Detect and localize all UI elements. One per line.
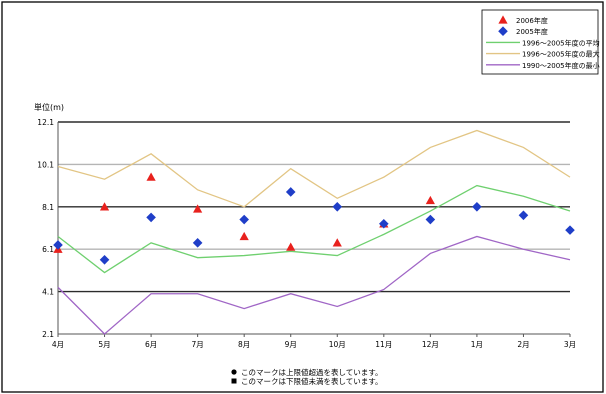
data-point-0-1 — [99, 202, 110, 211]
data-point-0-6 — [332, 238, 342, 247]
data-point-1-1 — [99, 255, 110, 265]
data-point-1-7 — [379, 218, 389, 229]
footnote-square: このマークは下限値未満を表しています。 — [241, 376, 383, 386]
legend-items: 2006年度 2005年度 1996～2005年度の平均 1996～2005年度の最大… — [486, 15, 600, 70]
data-point-1-9 — [472, 202, 482, 212]
x-tick-label-1: 5月 — [98, 340, 110, 349]
x-tick-label-11: 3月 — [564, 340, 576, 349]
legend-symbol-1 — [498, 26, 508, 36]
legend-symbol-0 — [498, 15, 508, 24]
y-tick-label-4: 10.1 — [37, 160, 54, 169]
footnotes: このマークは上限値超過を表しています。 このマークは下限値未満を表しています。 — [231, 367, 383, 386]
y-tick-label-5: 12.1 — [37, 118, 54, 127]
y-tick-label-2: 6.1 — [42, 245, 54, 254]
legend-label-2: 1996～2005年度の平均 — [522, 38, 600, 47]
x-tick-label-0: 4月 — [52, 340, 64, 349]
y-tick-labels: 2.1 4.1 6.1 8.1 10.1 12.1 — [37, 118, 54, 339]
x-tick-label-9: 1月 — [471, 340, 483, 349]
data-point-0-5 — [286, 242, 296, 251]
data-point-1-0 — [53, 240, 63, 250]
x-tick-label-8: 12月 — [422, 340, 439, 349]
series-line-2 — [57, 184, 571, 274]
x-tick-label-3: 7月 — [191, 340, 203, 349]
circle-marker-icon — [231, 369, 237, 375]
data-point-0-2 — [146, 172, 156, 181]
y-tick-label-0: 2.1 — [42, 330, 54, 339]
x-tick-labels: 4月 5月 6月 7月 8月 9月 10月 11月 12月 1月 2月 3月 — [52, 334, 576, 349]
data-point-1-10 — [518, 210, 529, 221]
legend: 2006年度 2005年度 1996～2005年度の平均 1996～2005年度の最大… — [481, 9, 600, 75]
legend-label-3: 1996～2005年度の最大 — [522, 50, 600, 59]
series-markers — [53, 172, 575, 265]
data-point-1-6 — [332, 202, 343, 212]
y-tick-label-3: 8.1 — [42, 203, 54, 212]
x-tick-label-5: 9月 — [285, 340, 297, 349]
y-tick-label-1: 4.1 — [42, 288, 54, 297]
y-axis-label: 単位(m) — [34, 102, 64, 112]
data-point-0-4 — [239, 231, 249, 241]
data-point-0-3 — [193, 204, 203, 213]
data-point-1-4 — [239, 214, 249, 225]
data-point-1-11 — [565, 225, 575, 235]
x-tick-label-2: 6月 — [145, 340, 157, 349]
legend-label-1: 2005年度 — [516, 27, 548, 36]
x-tick-label-7: 11月 — [375, 340, 392, 349]
gridlines — [58, 121, 570, 293]
data-point-0-8 — [425, 195, 435, 205]
x-tick-label-6: 10月 — [329, 340, 346, 349]
series-line-3 — [57, 129, 571, 208]
legend-label-0: 2006年度 — [516, 16, 548, 25]
square-marker-icon — [231, 378, 237, 384]
footnote-circle: このマークは上限値超過を表しています。 — [241, 367, 383, 377]
x-tick-label-10: 2月 — [517, 340, 529, 349]
series-line-4 — [57, 235, 571, 335]
legend-label-4: 1990～2005年度の最小 — [522, 61, 600, 70]
data-point-1-8 — [425, 214, 436, 225]
series-lines — [57, 129, 571, 335]
data-point-1-2 — [146, 212, 156, 223]
data-point-1-3 — [192, 238, 203, 248]
data-point-1-5 — [285, 187, 296, 197]
x-tick-label-4: 8月 — [238, 340, 250, 349]
